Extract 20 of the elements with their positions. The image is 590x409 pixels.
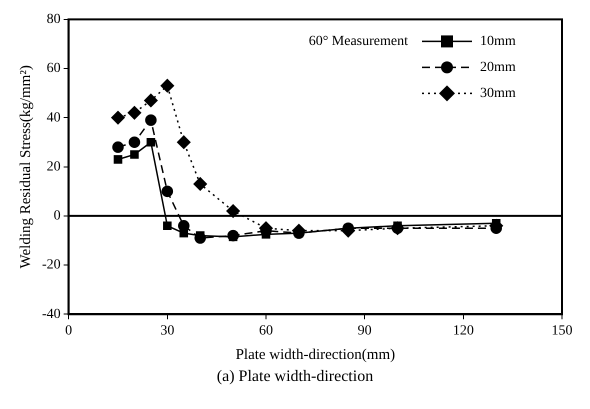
legend-label: 20mm xyxy=(480,60,516,76)
y-tick-label: 20 xyxy=(46,159,61,174)
x-tick-label: 30 xyxy=(160,323,174,338)
legend-label: 30mm xyxy=(480,86,516,102)
x-tick-label: 0 xyxy=(65,323,72,338)
legend-label: 10mm xyxy=(480,34,516,50)
x-axis-title: Plate width-direction(mm) xyxy=(236,346,396,363)
y-tick-label: 80 xyxy=(46,12,61,28)
y-tick-label: 0 xyxy=(54,208,61,224)
x-tick-label: 90 xyxy=(358,323,372,338)
legend-title: 60° Measurement xyxy=(308,34,408,50)
y-tick-label: -20 xyxy=(42,258,61,273)
y-tick-label: -40 xyxy=(42,306,61,322)
x-tick-label: 120 xyxy=(452,323,474,338)
x-tick-label: 60 xyxy=(258,323,273,338)
y-tick-label: 40 xyxy=(46,110,61,126)
y-axis-title: Welding Residual Stress(kg/mm²) xyxy=(18,65,34,268)
y-tick-label: 60 xyxy=(46,61,61,76)
text: (a) Plate width-direction xyxy=(216,368,374,386)
x-tick-label: 150 xyxy=(552,323,572,338)
